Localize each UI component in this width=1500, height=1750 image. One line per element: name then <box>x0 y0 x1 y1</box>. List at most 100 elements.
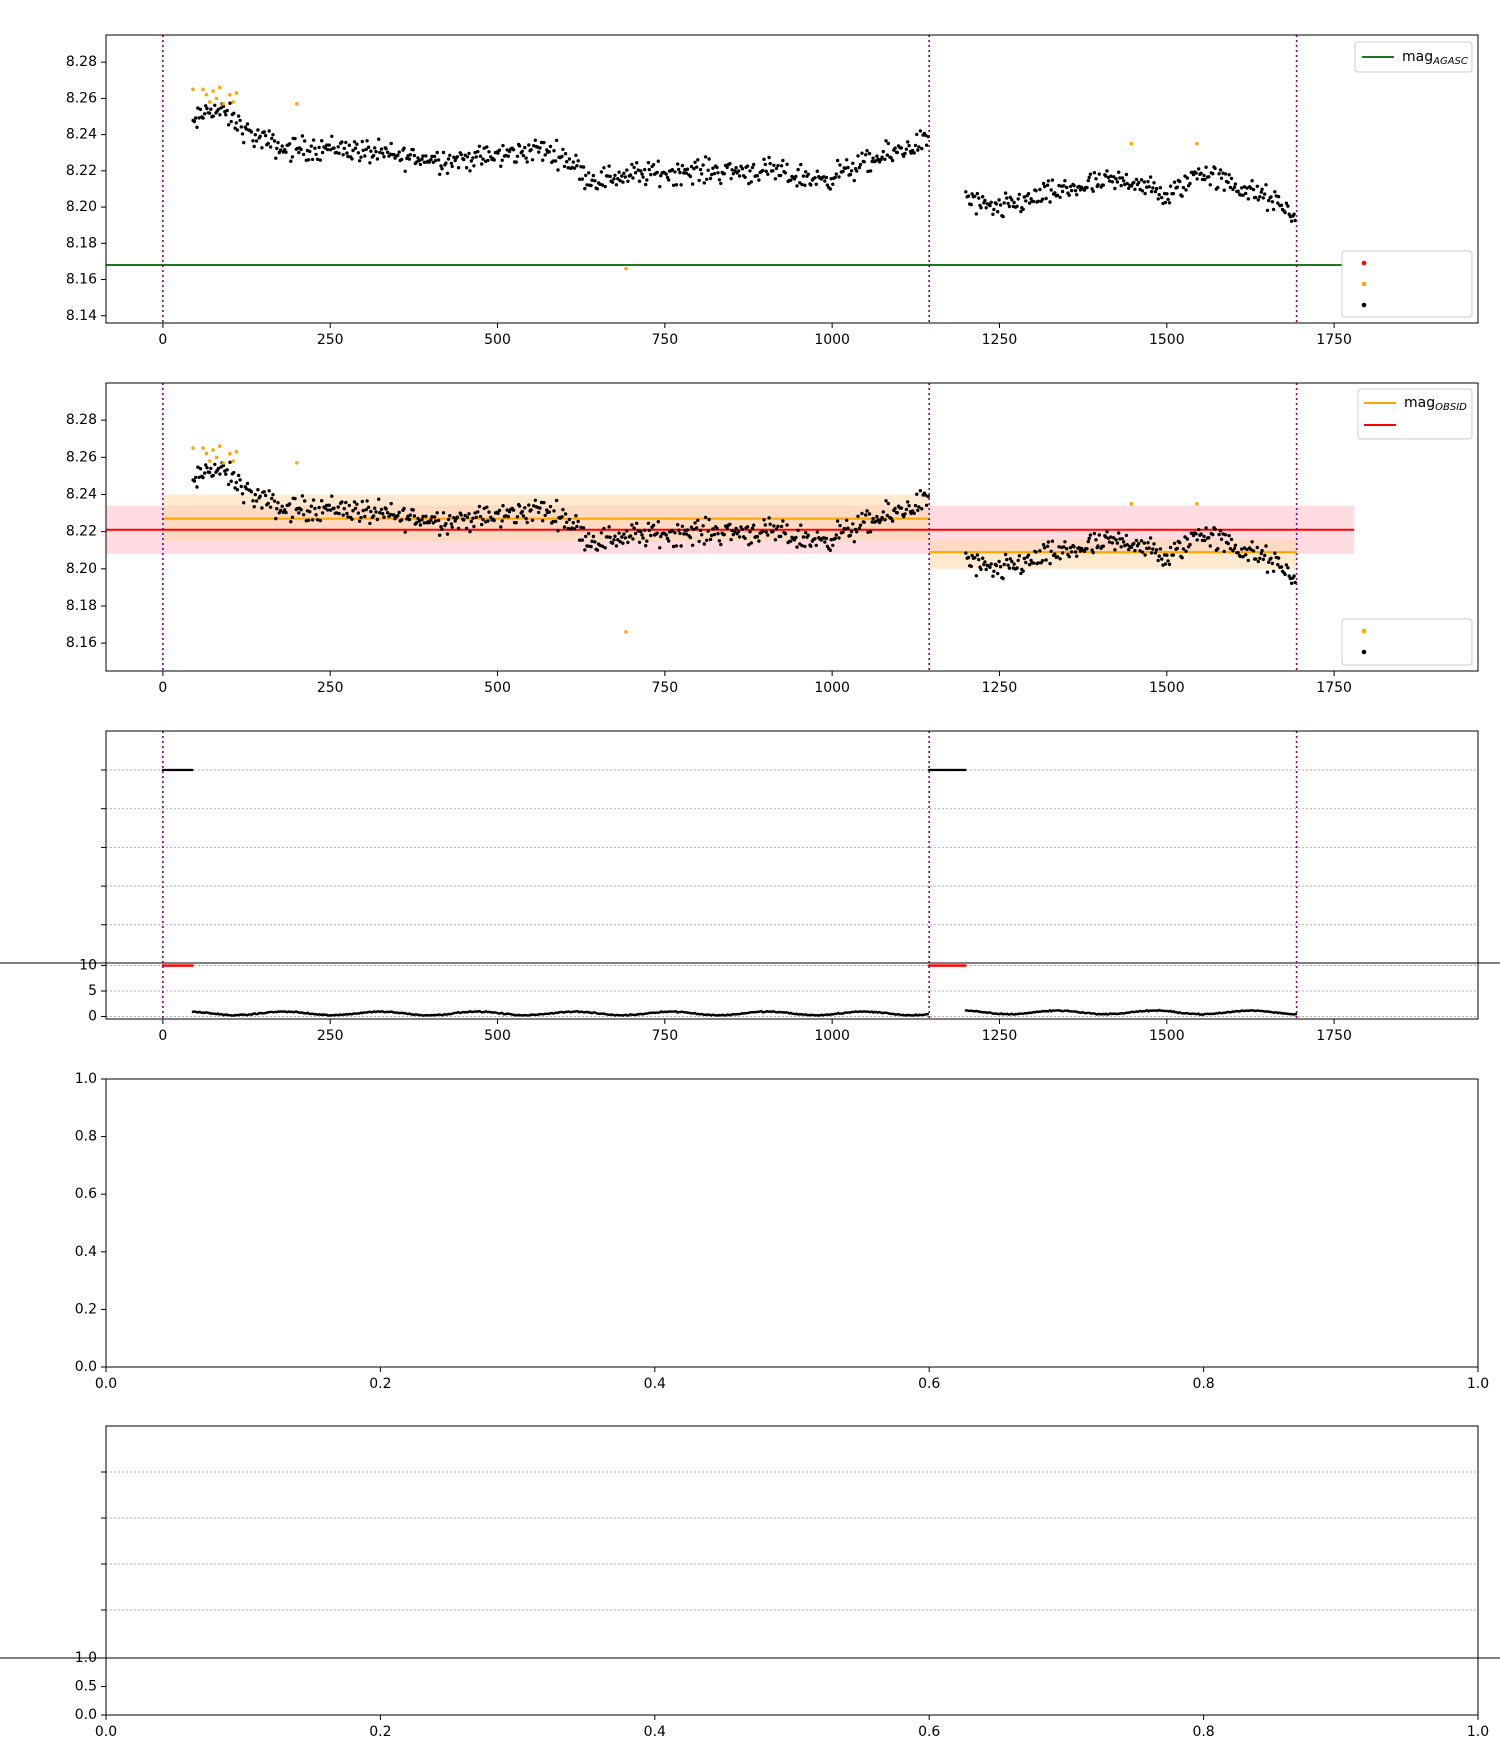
ok-point <box>279 508 283 513</box>
ok-point <box>1166 197 1170 202</box>
ok-point <box>1097 172 1102 176</box>
ok-point <box>1289 219 1294 223</box>
ok-point <box>1208 544 1213 548</box>
ok-point <box>763 162 767 167</box>
ok-point <box>213 462 217 467</box>
ok-point <box>293 496 297 501</box>
ok-point <box>1001 576 1005 581</box>
ok-point <box>477 144 482 148</box>
ok-point <box>612 538 616 542</box>
ok-point <box>712 171 717 176</box>
ok-point <box>194 475 198 480</box>
ok-point <box>671 183 676 187</box>
ok-point <box>1016 197 1020 201</box>
ok-point <box>1219 176 1224 180</box>
ok-point <box>371 153 376 158</box>
ok-point <box>966 555 971 560</box>
ok-point <box>779 173 783 178</box>
ok-point <box>233 126 237 130</box>
ok-point <box>216 466 221 471</box>
ok-point <box>385 511 390 515</box>
ok-point <box>618 179 622 183</box>
ok-point <box>1172 541 1177 545</box>
ok-point <box>328 508 333 512</box>
ok-point <box>1107 179 1112 183</box>
ok-point <box>979 206 983 210</box>
ok-point <box>1038 549 1042 553</box>
ok-point <box>207 470 212 475</box>
ok-point <box>554 498 559 503</box>
ok-point <box>603 546 607 550</box>
ok-point <box>815 530 819 534</box>
ok-point <box>1027 563 1032 567</box>
highlighted-point <box>228 92 232 97</box>
ok-point <box>373 506 377 510</box>
ok-point <box>725 165 729 170</box>
ok-point <box>415 160 419 164</box>
ok-point <box>636 168 640 172</box>
dr-high-point <box>964 964 967 967</box>
ok-point <box>221 104 226 109</box>
ok-point <box>364 147 368 152</box>
ok-point <box>750 526 755 530</box>
ok-point <box>427 520 431 525</box>
ok-point <box>697 178 701 183</box>
ok-point <box>258 134 262 138</box>
ok-point <box>468 529 472 534</box>
ok-point <box>1046 540 1051 544</box>
ok-point <box>1244 191 1248 196</box>
ok-point <box>1255 545 1260 550</box>
ok-point <box>715 526 719 530</box>
ok-point <box>583 186 587 191</box>
lower-plot-frame <box>105 1657 1479 1716</box>
ok-point <box>655 531 659 535</box>
ok-point <box>1147 546 1151 550</box>
ok-point <box>644 544 648 548</box>
ok-point <box>511 148 516 152</box>
ok-point <box>541 519 545 523</box>
ok-point <box>776 524 780 528</box>
ok-point <box>1015 566 1019 570</box>
y-axis-ytick-label: 0.4 <box>75 1244 97 1260</box>
ok-point <box>441 150 446 155</box>
ok-point <box>1003 191 1008 195</box>
x-axis-xtick-label: 500 <box>484 680 511 696</box>
ok-point <box>1228 547 1233 551</box>
legend-subscript: OBSID <box>1435 402 1467 413</box>
ok-point <box>418 162 423 167</box>
ok-point <box>271 133 275 137</box>
ok-point <box>520 149 524 153</box>
ok-point <box>1125 543 1129 547</box>
ok-point <box>1124 533 1129 538</box>
ok-point <box>284 150 288 154</box>
ok-point <box>884 499 888 503</box>
ok-point <box>1284 563 1289 567</box>
ok-point <box>337 511 341 516</box>
ok-point <box>1060 551 1065 555</box>
ok-point <box>890 158 895 163</box>
ok-point <box>332 506 336 510</box>
ok-point <box>221 463 226 468</box>
ok-point <box>1087 536 1091 541</box>
ok-point <box>852 178 856 183</box>
x-axis-xtick-label: 0.0 <box>95 1724 117 1740</box>
ok-point <box>626 540 630 545</box>
ok-point <box>529 508 533 512</box>
ok-point <box>274 156 278 160</box>
ok-point <box>616 177 620 181</box>
ok-point <box>579 165 583 169</box>
ok-point <box>1269 195 1273 199</box>
ok-point <box>602 166 606 170</box>
ok-point <box>779 164 784 168</box>
ok-point <box>1171 191 1176 196</box>
ok-point <box>1154 548 1159 552</box>
ok-point <box>1284 201 1289 205</box>
ok-point <box>703 155 708 159</box>
ok-point <box>837 175 841 179</box>
ok-point <box>547 510 551 514</box>
ok-point <box>795 545 799 549</box>
ok-point <box>835 158 840 163</box>
ok-point <box>288 142 292 146</box>
ok-point <box>289 159 293 163</box>
ok-point <box>196 106 200 110</box>
